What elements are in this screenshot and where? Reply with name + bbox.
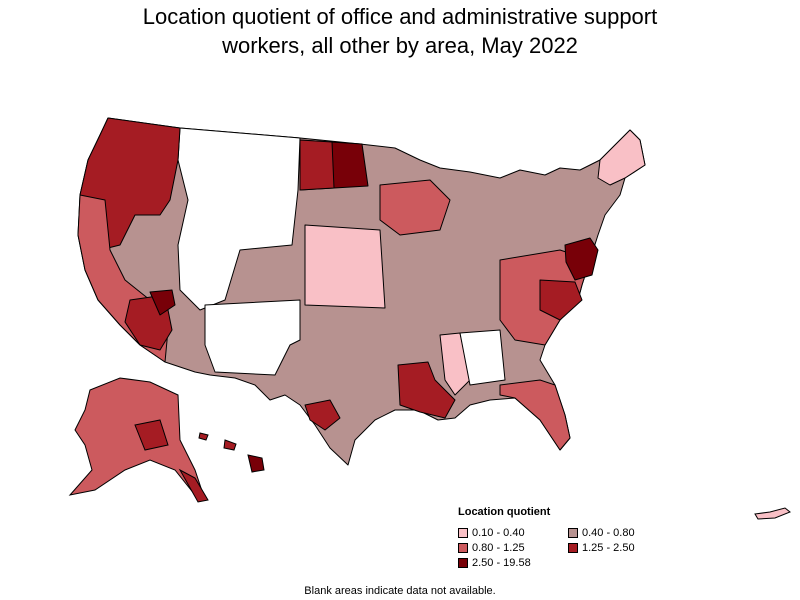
region-southwest-blank (204, 299, 301, 376)
legend-label: 2.50 - 19.58 (472, 557, 531, 569)
region-southern-nevada (149, 289, 176, 316)
region-north-dakota-west (299, 139, 335, 191)
legend-item-2-50-19-58: 2.50 - 19.58 (458, 556, 568, 570)
region-alaska-south (134, 419, 169, 451)
legend-items: 0.10 - 0.40 0.40 - 0.80 0.80 - 1.25 1.25… (458, 526, 668, 570)
legend-swatch (458, 543, 468, 553)
map-title: Location quotient of office and administ… (0, 2, 800, 60)
map-title-line-1: Location quotient of office and administ… (142, 4, 658, 29)
contiguous-us (77, 117, 646, 466)
region-alabama-blank (459, 329, 506, 386)
region-kansas-light (304, 224, 386, 309)
puerto-rico (754, 507, 791, 520)
legend-label: 0.10 - 0.40 (472, 527, 525, 539)
legend-label: 1.25 - 2.50 (582, 542, 635, 554)
region-alaska (68, 377, 206, 501)
legend-label: 0.80 - 1.25 (472, 542, 525, 554)
region-mid-atlantic (564, 237, 599, 281)
legend-swatch (458, 528, 468, 538)
legend-item-0-80-1-25: 0.80 - 1.25 (458, 541, 568, 555)
map-title-line-2: workers, all other by area, May 2022 (222, 33, 578, 58)
legend-item-0-40-0-80: 0.40 - 0.80 (568, 526, 668, 540)
region-hawaii-main (247, 454, 265, 473)
region-louisiana (397, 361, 456, 419)
legend-label: 0.40 - 0.80 (582, 527, 635, 539)
region-new-england (597, 129, 646, 186)
legend-swatch (568, 528, 578, 538)
legend-swatch (568, 543, 578, 553)
legend: Location quotient 0.10 - 0.40 0.40 - 0.8… (458, 506, 668, 570)
region-virginia-south (539, 279, 583, 321)
region-hawaii-islands (223, 439, 237, 451)
legend-item-1-25-2-50: 1.25 - 2.50 (568, 541, 668, 555)
region-florida (499, 379, 571, 451)
legend-item-0-10-0-40: 0.10 - 0.40 (458, 526, 568, 540)
region-great-lakes (379, 179, 451, 236)
region-puerto-rico (754, 507, 791, 520)
hawaii (198, 432, 265, 473)
region-hawaii-west (198, 432, 209, 441)
legend-swatch (458, 558, 468, 568)
legend-title: Location quotient (458, 506, 551, 518)
region-alaska-panhandle (178, 468, 209, 503)
alaska (68, 377, 209, 503)
region-south-texas (304, 399, 341, 431)
footnote: Blank areas indicate data not available. (304, 585, 496, 597)
